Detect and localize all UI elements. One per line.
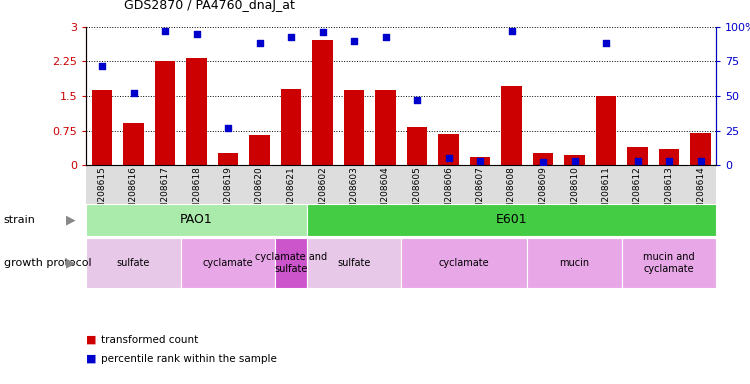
Text: PAO1: PAO1 <box>180 214 213 226</box>
Bar <box>217 153 238 165</box>
Point <box>411 97 423 103</box>
Bar <box>312 40 333 165</box>
Point <box>568 158 580 164</box>
Bar <box>564 155 585 165</box>
Bar <box>438 134 459 165</box>
Bar <box>375 90 396 165</box>
Point <box>285 33 297 40</box>
Text: ■: ■ <box>86 335 97 345</box>
Text: mucin and
cyclamate: mucin and cyclamate <box>644 252 694 274</box>
Point <box>632 158 644 164</box>
Text: cyclamate: cyclamate <box>439 258 490 268</box>
Text: cyclamate and
sulfate: cyclamate and sulfate <box>255 252 327 274</box>
Bar <box>344 90 364 165</box>
Point <box>442 155 454 161</box>
Text: strain: strain <box>4 215 36 225</box>
Text: ■: ■ <box>86 354 97 364</box>
Point <box>222 125 234 131</box>
Point <box>316 29 328 35</box>
Bar <box>501 86 522 165</box>
Text: percentile rank within the sample: percentile rank within the sample <box>101 354 278 364</box>
Text: ▶: ▶ <box>67 257 76 270</box>
Point <box>600 40 612 46</box>
Text: transformed count: transformed count <box>101 335 199 345</box>
Point <box>694 158 706 164</box>
Bar <box>470 157 490 165</box>
Text: sulfate: sulfate <box>338 258 370 268</box>
Point <box>506 28 518 34</box>
Bar <box>249 135 270 165</box>
Text: E601: E601 <box>496 214 527 226</box>
Bar <box>280 89 302 165</box>
Bar <box>154 61 176 165</box>
Point <box>128 90 140 96</box>
Point <box>537 159 549 166</box>
Bar <box>92 91 112 165</box>
Point <box>159 28 171 34</box>
Point <box>96 63 108 69</box>
Bar <box>123 123 144 165</box>
Text: mucin: mucin <box>560 258 590 268</box>
Bar <box>532 153 554 165</box>
Bar <box>690 133 711 165</box>
Text: GDS2870 / PA4760_dnaJ_at: GDS2870 / PA4760_dnaJ_at <box>124 0 295 12</box>
Point <box>348 38 360 44</box>
Text: ▶: ▶ <box>67 214 76 226</box>
Point <box>380 33 392 40</box>
Point <box>474 158 486 164</box>
Text: cyclamate: cyclamate <box>202 258 254 268</box>
Bar <box>406 127 427 165</box>
Bar <box>658 149 680 165</box>
Bar <box>596 96 616 165</box>
Point <box>190 31 202 37</box>
Point <box>663 158 675 164</box>
Bar <box>627 147 648 165</box>
Bar <box>186 58 207 165</box>
Text: sulfate: sulfate <box>117 258 150 268</box>
Point <box>254 40 266 46</box>
Text: growth protocol: growth protocol <box>4 258 92 268</box>
